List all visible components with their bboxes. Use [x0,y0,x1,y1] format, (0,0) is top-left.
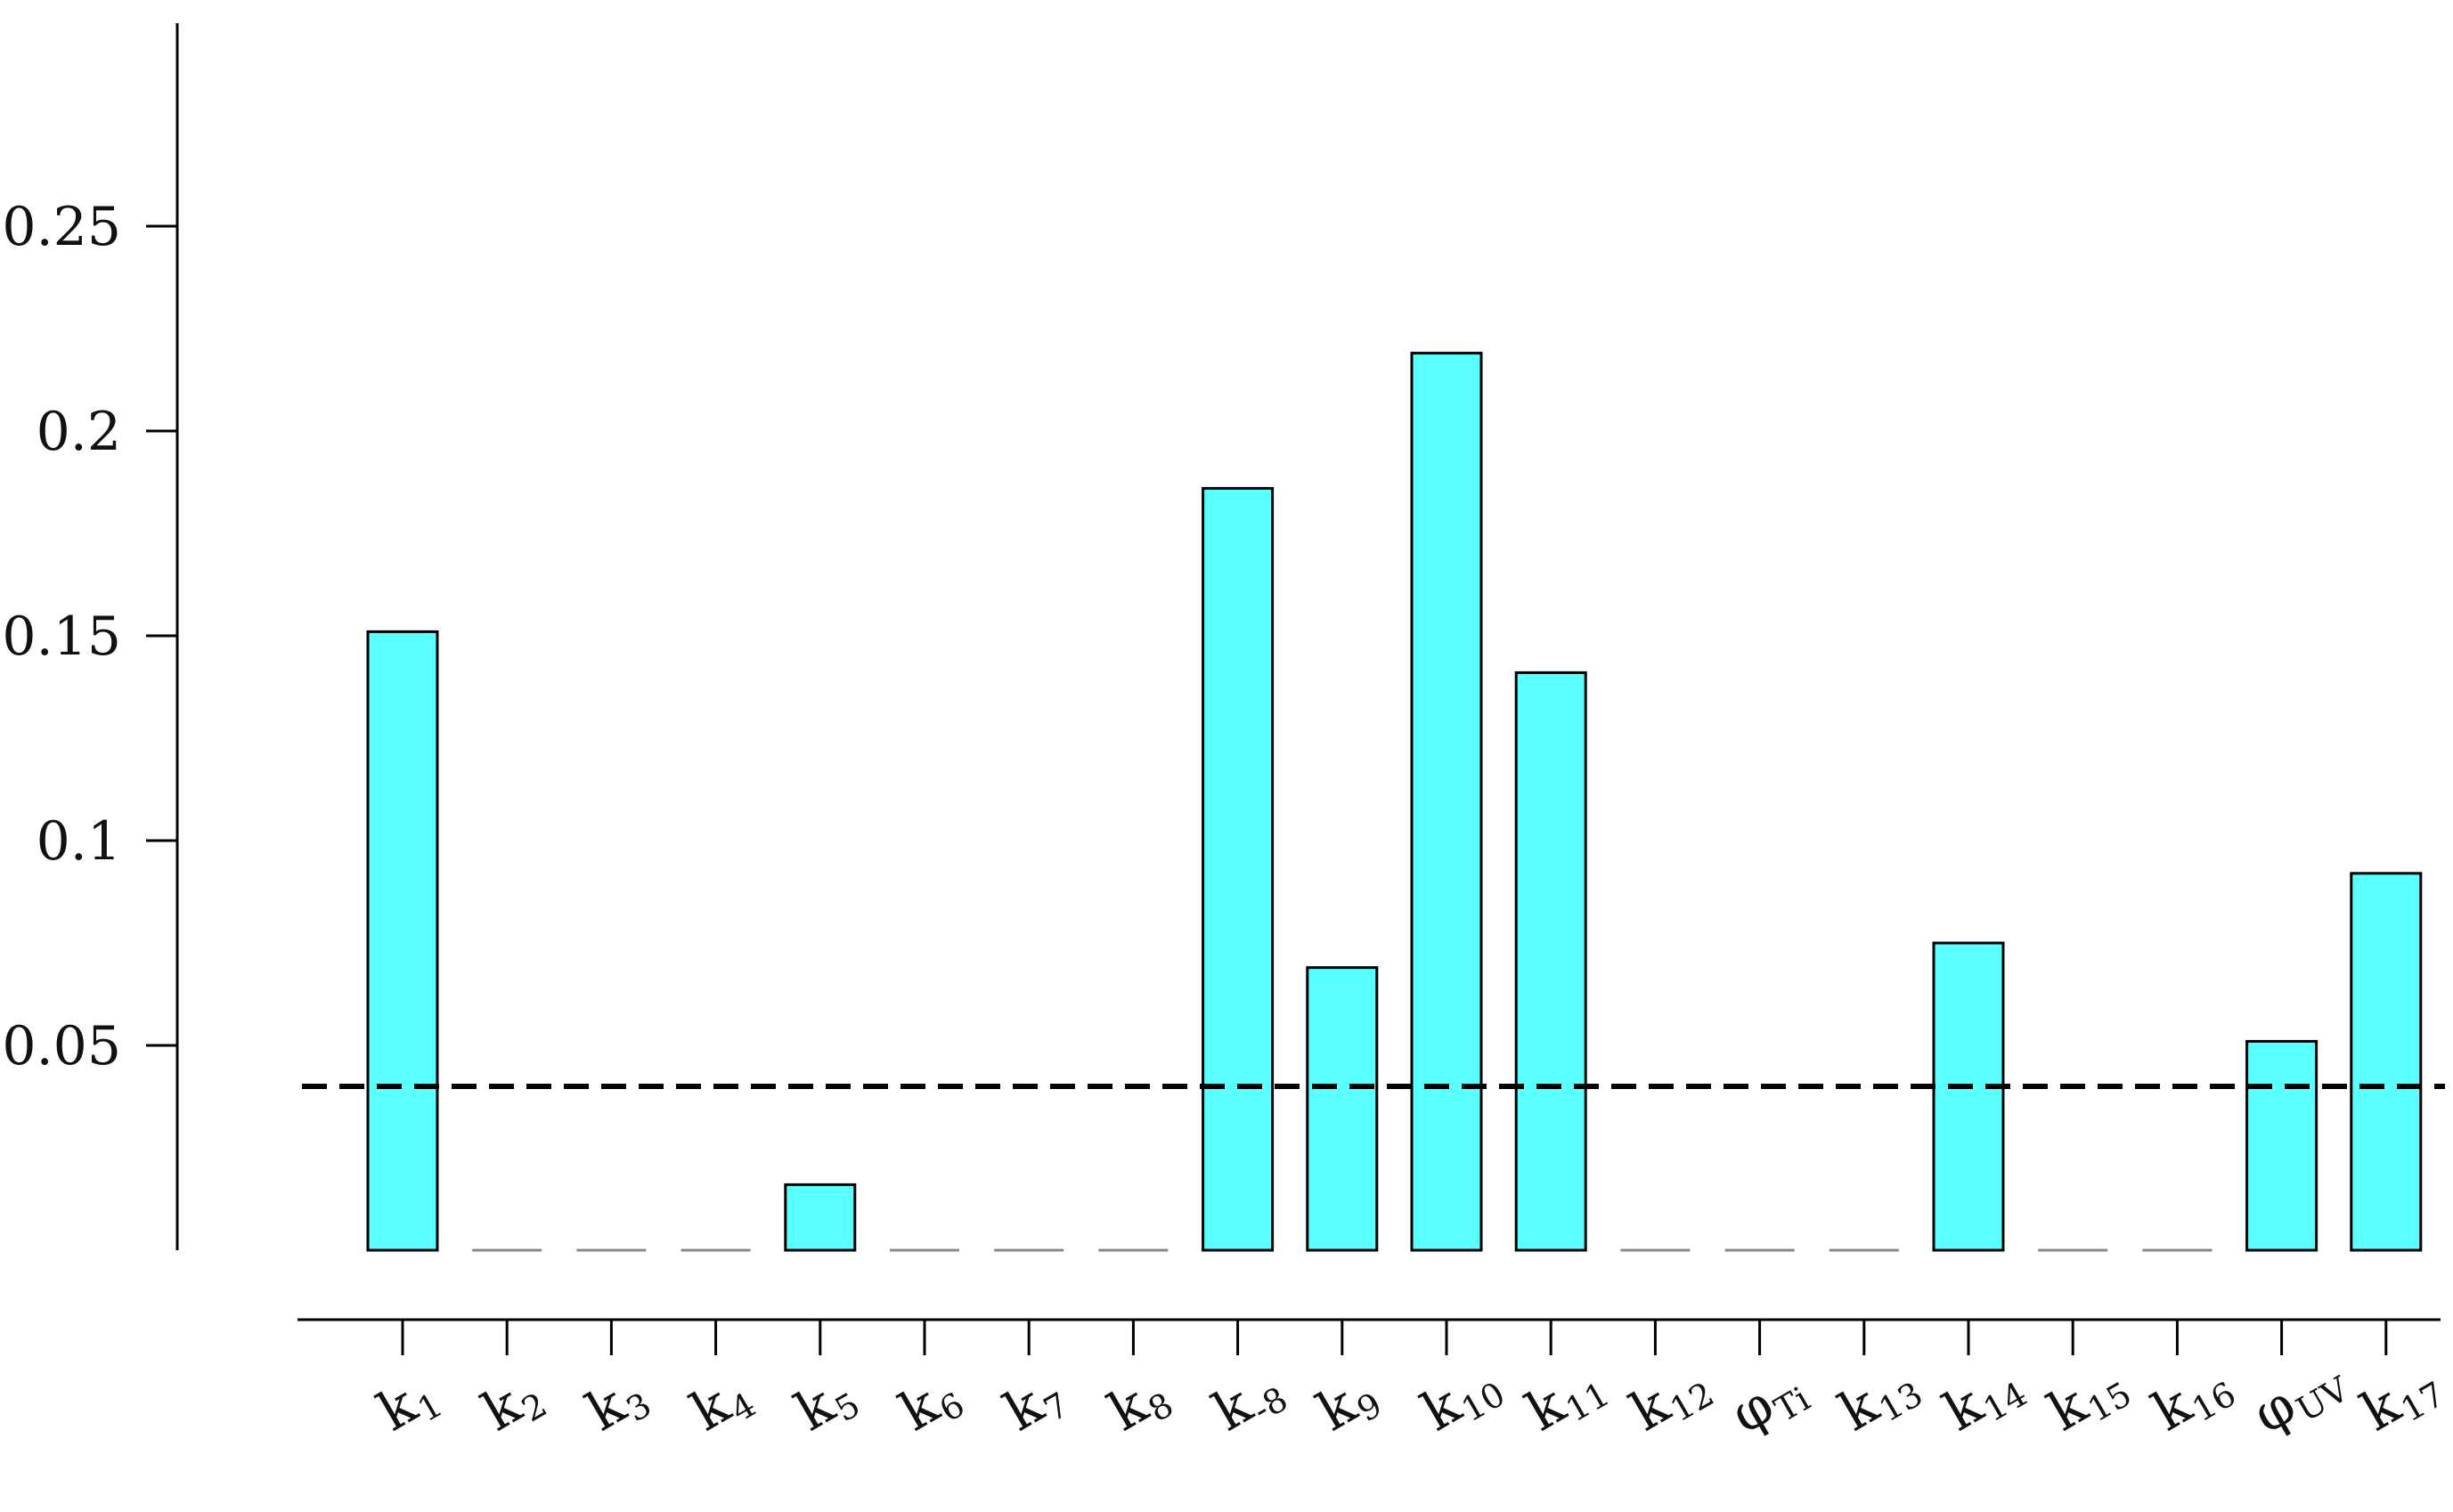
bar [2350,872,2423,1252]
bar [366,630,439,1252]
x-tick-label: k17 [2351,1373,2451,1443]
y-axis-ticks: 0.05 0.1 0.15 0.2 0.25 [2,196,177,1077]
y-tick-label: 0.25 [2,196,121,258]
bar [1932,941,2005,1252]
x-tick-label: k16 [2142,1373,2242,1443]
x-tick-label: k11 [1516,1373,1616,1443]
x-tick-label-main: φ [2243,1373,2306,1446]
x-tick-label: k9 [1308,1373,1389,1443]
bar [2245,1039,2319,1252]
x-tick-label: φUV [2243,1369,2356,1446]
x-tick-label: k-8 [1203,1373,1294,1443]
x-tick-label: k6 [890,1373,971,1443]
x-tick-label: k5 [786,1373,867,1443]
bar [784,1183,857,1252]
bars-group [366,352,2423,1252]
bar [1410,352,1483,1252]
bar [1202,486,1275,1252]
y-tick-label: 0.2 [37,401,121,463]
bar [1514,671,1587,1252]
x-tick-label: k10 [1412,1373,1512,1443]
x-tick-label: k15 [2038,1373,2138,1443]
y-tick-label: 0.05 [2,1015,121,1077]
y-tick-label: 0.1 [37,810,121,873]
x-tick-label: k1 [368,1373,449,1443]
x-tick-label: k3 [576,1373,657,1443]
x-tick-label: k8 [1098,1373,1179,1443]
x-tick-label: k2 [472,1373,553,1443]
x-axis-ticks: k1 k2 k3 k4 k5 k6 k7 k8 k-8 k9 k10 k11 k12 φTi k13 k14 k… [368,1320,2451,1446]
x-tick-label-main: φ [1721,1373,1784,1446]
bar [1306,966,1379,1252]
x-tick-label: k7 [994,1373,1075,1443]
x-tick-label: k12 [1620,1373,1720,1443]
y-tick-label: 0.15 [2,606,121,668]
x-tick-label: φTi [1721,1373,1817,1446]
x-tick-label: k13 [1830,1373,1929,1443]
x-tick-label: k4 [681,1373,762,1443]
x-tick-label: k14 [1934,1373,2033,1443]
